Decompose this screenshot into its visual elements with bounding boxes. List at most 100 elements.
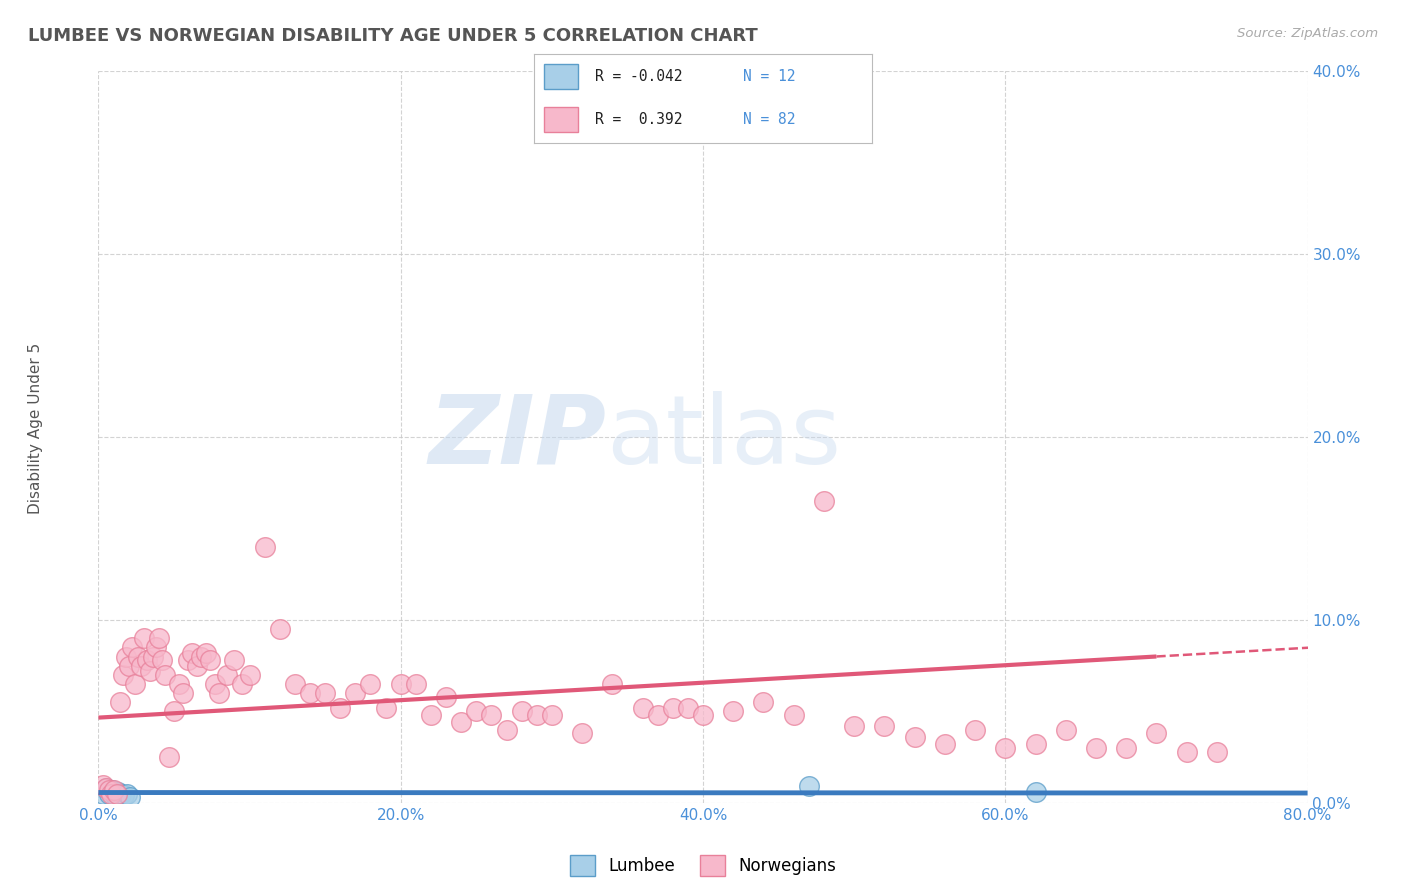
Point <box>98 787 121 801</box>
Point <box>94 781 117 796</box>
Point <box>389 677 412 691</box>
Point <box>167 677 190 691</box>
Point <box>510 705 533 719</box>
Point <box>904 730 927 744</box>
Point <box>139 664 162 678</box>
Point <box>329 700 352 714</box>
Point <box>405 677 427 691</box>
Point <box>172 686 194 700</box>
Point <box>224 653 246 667</box>
Point <box>797 780 820 794</box>
Text: R = -0.042: R = -0.042 <box>595 70 682 84</box>
Point <box>1085 740 1108 755</box>
Point <box>299 686 322 700</box>
Point <box>98 783 121 797</box>
Point <box>1206 745 1229 759</box>
Point <box>782 708 804 723</box>
Point <box>112 789 135 803</box>
Point <box>1024 737 1046 751</box>
Text: N = 12: N = 12 <box>744 70 796 84</box>
Point <box>103 783 125 797</box>
Point <box>132 632 155 646</box>
Point <box>419 708 441 723</box>
Point <box>104 789 127 803</box>
Point <box>994 740 1017 755</box>
Point <box>813 494 835 508</box>
Point <box>200 653 222 667</box>
Point <box>150 653 173 667</box>
Point <box>692 708 714 723</box>
Point <box>253 540 276 554</box>
Point <box>194 646 217 660</box>
Text: LUMBEE VS NORWEGIAN DISABILITY AGE UNDER 5 CORRELATION CHART: LUMBEE VS NORWEGIAN DISABILITY AGE UNDER… <box>28 27 758 45</box>
Point <box>481 708 503 723</box>
Point <box>145 640 167 655</box>
Point <box>965 723 987 737</box>
Point <box>135 653 157 667</box>
Point <box>873 719 896 733</box>
Point <box>181 646 204 660</box>
Point <box>647 708 669 723</box>
Point <box>571 726 593 740</box>
Point <box>129 658 152 673</box>
Text: atlas: atlas <box>606 391 841 483</box>
Point <box>115 787 138 801</box>
Point <box>215 667 238 681</box>
Point <box>108 695 131 709</box>
Point <box>111 667 134 681</box>
Point <box>100 787 122 801</box>
Point <box>450 715 472 730</box>
Point <box>107 785 129 799</box>
Point <box>314 686 336 700</box>
Bar <box>544 107 578 132</box>
Point <box>676 700 699 714</box>
Legend: Lumbee, Norwegians: Lumbee, Norwegians <box>564 848 842 882</box>
Point <box>208 686 231 700</box>
Point <box>121 640 143 655</box>
Point <box>1115 740 1137 755</box>
Point <box>91 787 114 801</box>
Point <box>105 787 128 801</box>
Point <box>1024 785 1046 799</box>
Point <box>176 653 198 667</box>
Point <box>190 649 212 664</box>
Text: Source: ZipAtlas.com: Source: ZipAtlas.com <box>1237 27 1378 40</box>
Point <box>540 708 562 723</box>
Point <box>120 790 142 805</box>
Point <box>94 781 117 796</box>
Point <box>1144 726 1167 740</box>
Point <box>239 667 262 681</box>
Point <box>934 737 956 751</box>
Text: N = 82: N = 82 <box>744 112 796 127</box>
Point <box>844 719 866 733</box>
Point <box>124 677 146 691</box>
Point <box>465 705 488 719</box>
Point <box>661 700 683 714</box>
Point <box>526 708 548 723</box>
Point <box>1175 745 1198 759</box>
Point <box>159 750 181 764</box>
Point <box>127 649 149 664</box>
Point <box>110 787 132 801</box>
Point <box>204 677 226 691</box>
Point <box>153 667 176 681</box>
Point <box>142 649 165 664</box>
Point <box>374 700 396 714</box>
Point <box>602 677 624 691</box>
Point <box>284 677 307 691</box>
Point <box>360 677 382 691</box>
Text: ZIP: ZIP <box>429 391 606 483</box>
Point <box>344 686 367 700</box>
Point <box>186 658 208 673</box>
Point <box>495 723 517 737</box>
Text: R =  0.392: R = 0.392 <box>595 112 682 127</box>
Point <box>1054 723 1077 737</box>
Point <box>91 777 114 792</box>
Text: Disability Age Under 5: Disability Age Under 5 <box>28 343 42 514</box>
Point <box>631 700 654 714</box>
Point <box>752 695 775 709</box>
Point <box>114 649 136 664</box>
Point <box>721 705 744 719</box>
Point <box>231 677 253 691</box>
Point <box>118 658 141 673</box>
